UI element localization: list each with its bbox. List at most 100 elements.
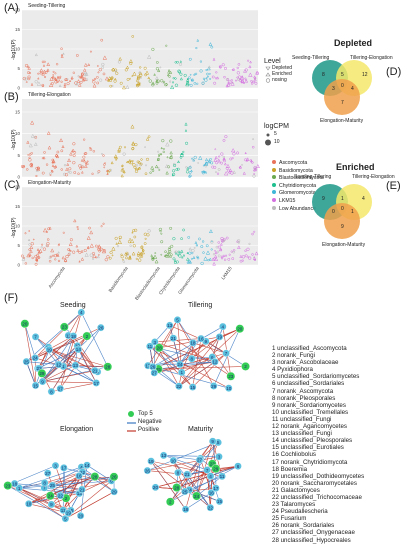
data-point bbox=[186, 251, 189, 254]
data-point bbox=[193, 247, 196, 249]
data-point bbox=[217, 158, 221, 162]
node-label: 14 bbox=[84, 463, 90, 468]
data-point bbox=[102, 222, 105, 225]
data-point bbox=[89, 230, 94, 235]
network-tillering: 1234567891011121314151617181920212223242… bbox=[144, 316, 250, 392]
data-point bbox=[80, 164, 83, 167]
node-label: 24 bbox=[33, 356, 39, 361]
data-point bbox=[218, 247, 223, 252]
data-point bbox=[228, 253, 231, 256]
data-point bbox=[42, 247, 47, 251]
data-point bbox=[36, 166, 40, 170]
data-point bbox=[180, 249, 184, 253]
data-point bbox=[239, 254, 243, 258]
data-point bbox=[194, 72, 198, 76]
data-point bbox=[173, 258, 177, 262]
node-label: 2 bbox=[244, 364, 247, 369]
data-point bbox=[29, 245, 34, 250]
node-label: 21 bbox=[79, 487, 85, 492]
data-point bbox=[24, 232, 27, 235]
data-point bbox=[34, 262, 38, 266]
network-edge bbox=[34, 312, 82, 359]
data-point bbox=[153, 73, 156, 76]
venn-e-n-st-te: 1 bbox=[341, 196, 344, 202]
data-point bbox=[255, 70, 259, 75]
data-point bbox=[102, 72, 106, 76]
otu-node bbox=[77, 308, 86, 317]
data-point bbox=[24, 63, 29, 68]
data-point bbox=[172, 237, 176, 241]
data-point bbox=[63, 164, 67, 167]
otu-node bbox=[151, 338, 159, 346]
data-point bbox=[167, 248, 171, 252]
network-edge bbox=[192, 353, 227, 388]
network-edge bbox=[82, 471, 115, 492]
otu-node bbox=[206, 503, 215, 512]
data-point bbox=[182, 228, 185, 232]
data-point bbox=[118, 237, 121, 240]
data-point bbox=[187, 236, 191, 239]
data-point bbox=[226, 82, 231, 87]
node-label: 2 bbox=[169, 500, 172, 505]
phylum-label: Glomeromycota bbox=[279, 190, 316, 197]
data-point bbox=[221, 63, 225, 67]
otu-list-item: 3 norank_Ascobolaceae bbox=[272, 359, 339, 367]
panel-b-letter: (B) bbox=[4, 91, 19, 103]
data-point bbox=[227, 257, 231, 261]
data-point bbox=[147, 229, 151, 233]
data-point bbox=[73, 171, 77, 174]
otu-list-item: 9 norank_Sordariomycetes bbox=[272, 401, 346, 409]
network-node: 28 bbox=[154, 343, 164, 353]
data-point bbox=[227, 81, 231, 85]
data-point bbox=[223, 258, 227, 261]
network-edge bbox=[186, 468, 216, 475]
data-point bbox=[241, 255, 246, 259]
data-point bbox=[182, 150, 185, 153]
data-point bbox=[118, 145, 122, 149]
data-point bbox=[76, 225, 79, 229]
data-point bbox=[61, 144, 65, 148]
data-point bbox=[57, 251, 60, 254]
data-point bbox=[72, 250, 76, 254]
data-point bbox=[51, 254, 55, 257]
data-point bbox=[111, 246, 116, 251]
data-point bbox=[193, 82, 197, 85]
data-point bbox=[167, 71, 171, 75]
otu-node bbox=[78, 485, 86, 494]
panel-a-letter: (A) bbox=[4, 2, 19, 14]
data-point bbox=[54, 258, 57, 261]
network-edge bbox=[48, 346, 96, 371]
data-point bbox=[100, 225, 103, 228]
network-edge bbox=[170, 442, 219, 502]
network-edge bbox=[19, 487, 80, 494]
node-label: 27 bbox=[45, 471, 51, 476]
data-point bbox=[116, 245, 120, 248]
data-point bbox=[43, 60, 46, 63]
otu-node bbox=[38, 377, 47, 386]
data-point bbox=[46, 244, 49, 248]
node-label: 11 bbox=[66, 333, 71, 338]
data-point bbox=[196, 256, 200, 260]
data-point bbox=[27, 238, 31, 241]
network-node: 29 bbox=[211, 464, 221, 474]
data-point bbox=[213, 165, 217, 169]
data-point bbox=[117, 60, 121, 64]
data-point bbox=[136, 160, 140, 164]
depleted-mark bbox=[265, 66, 271, 71]
y-tick-label: 20 bbox=[15, 185, 21, 190]
otu-node bbox=[151, 483, 160, 492]
data-point bbox=[82, 67, 87, 72]
network-edge bbox=[155, 465, 239, 488]
network-edge bbox=[192, 342, 227, 354]
venn-d-n-only-st: 8 bbox=[322, 72, 325, 78]
otu-list-item: 10 unclassified_Tremellales bbox=[272, 408, 349, 416]
data-point bbox=[244, 254, 248, 258]
data-point bbox=[71, 78, 73, 81]
network-edge bbox=[154, 341, 216, 363]
data-point bbox=[85, 162, 87, 165]
data-point bbox=[232, 170, 236, 174]
data-point bbox=[73, 151, 77, 154]
data-point bbox=[111, 254, 114, 257]
data-point bbox=[64, 77, 69, 81]
data-point bbox=[173, 250, 177, 253]
